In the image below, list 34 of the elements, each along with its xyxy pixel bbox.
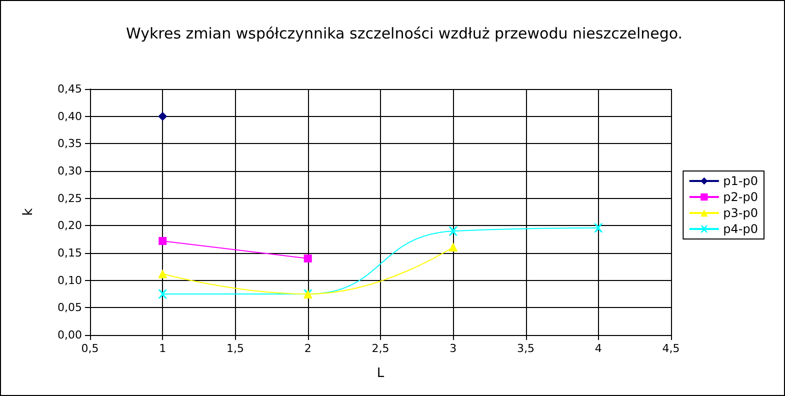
x-tick-label: 4,5 bbox=[662, 342, 680, 355]
legend-label: p3-p0 bbox=[723, 206, 758, 220]
legend-label: p1-p0 bbox=[723, 174, 758, 188]
y-tick-label: 0,05 bbox=[58, 301, 82, 314]
y-tick-label: 0,45 bbox=[58, 82, 82, 96]
point bbox=[304, 254, 312, 262]
point bbox=[448, 242, 458, 252]
x-tick-label: 2 bbox=[304, 342, 312, 355]
x-tick-label: 1,5 bbox=[226, 342, 244, 355]
point bbox=[448, 226, 458, 236]
chart-title: Wykres zmian współczynnika szczelności wzdłuż przewodu nieszczelnego. bbox=[126, 24, 683, 42]
x-tick-label: 3,5 bbox=[517, 342, 534, 355]
y-tick-label: 0,30 bbox=[58, 164, 82, 178]
x-tick-label: 4 bbox=[594, 342, 602, 355]
x-tick-label: 2,5 bbox=[372, 342, 390, 355]
point bbox=[158, 112, 168, 121]
point bbox=[594, 223, 603, 232]
y-tick-label: 0,10 bbox=[58, 274, 82, 287]
y-tick-label: 0,35 bbox=[58, 137, 82, 150]
x-axis-title: L bbox=[376, 366, 385, 381]
y-tick-label: 0,20 bbox=[58, 219, 82, 232]
y-axis-title: k bbox=[21, 208, 36, 216]
point bbox=[158, 290, 168, 298]
x-tick-label: 1 bbox=[159, 342, 166, 355]
y-tick-label: 0,15 bbox=[58, 246, 82, 260]
point bbox=[158, 269, 168, 278]
legend-label: p4-p0 bbox=[723, 222, 758, 236]
y-tick-label: 0,40 bbox=[58, 110, 82, 123]
point bbox=[158, 236, 167, 245]
x-tick-label: 3 bbox=[450, 342, 457, 355]
x-tick-label: 0,5 bbox=[81, 342, 99, 355]
y-tick-label: 0,25 bbox=[58, 192, 82, 205]
legend-label: p2-p0 bbox=[723, 190, 758, 204]
y-tick-label: 0,00 bbox=[58, 328, 82, 342]
